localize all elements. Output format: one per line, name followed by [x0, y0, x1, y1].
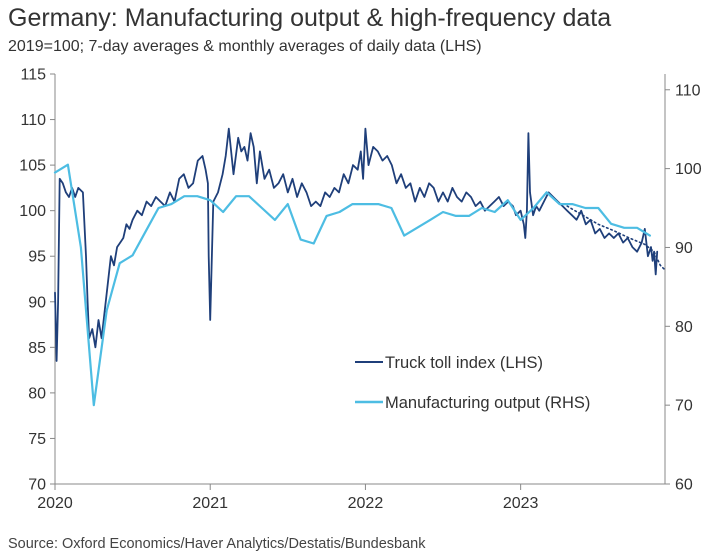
legend-label: Manufacturing output (RHS) [385, 394, 590, 412]
left-tick-label: 90 [28, 294, 46, 311]
left-tick-label: 70 [28, 477, 46, 494]
right-tick-label: 80 [675, 319, 693, 336]
left-tick-label: 75 [28, 431, 46, 448]
right-tick-label: 70 [675, 398, 693, 415]
x-tick-label: 2021 [192, 495, 228, 512]
right-tick-label: 90 [675, 240, 693, 257]
left-tick-label: 100 [19, 203, 46, 220]
x-tick-label: 2022 [348, 495, 384, 512]
manufacturing-output-line [53, 163, 652, 407]
right-tick-label: 110 [675, 82, 701, 99]
axes: 70 75 80 85 90 95 100 105 110 115 60 70 80 90 100 110 20… [19, 67, 702, 513]
x-tick-label: 2020 [37, 495, 73, 512]
legend-label: Truck toll index (LHS) [385, 354, 543, 372]
x-tick-label: 2023 [503, 495, 539, 512]
left-tick-label: 110 [20, 112, 46, 129]
chart-subtitle: 2019=100; 7-day averages & monthly avera… [8, 38, 482, 55]
truck-toll-line [54, 127, 659, 362]
source-note: Source: Oxford Economics/Haver Analytics… [8, 536, 426, 552]
left-tick-label: 95 [28, 249, 46, 266]
legend: Truck toll index (LHS) Manufacturing outp… [355, 354, 590, 412]
chart-title: Germany: Manufacturing output & high-fre… [8, 4, 612, 32]
left-tick-label: 80 [28, 385, 46, 402]
truck-toll-trend-line [566, 205, 666, 271]
right-tick-label: 60 [675, 477, 693, 494]
right-tick-label: 100 [675, 161, 702, 178]
left-tick-label: 105 [19, 158, 46, 175]
left-tick-label: 85 [28, 340, 46, 357]
left-tick-label: 115 [20, 67, 46, 84]
series-layer [53, 127, 666, 407]
